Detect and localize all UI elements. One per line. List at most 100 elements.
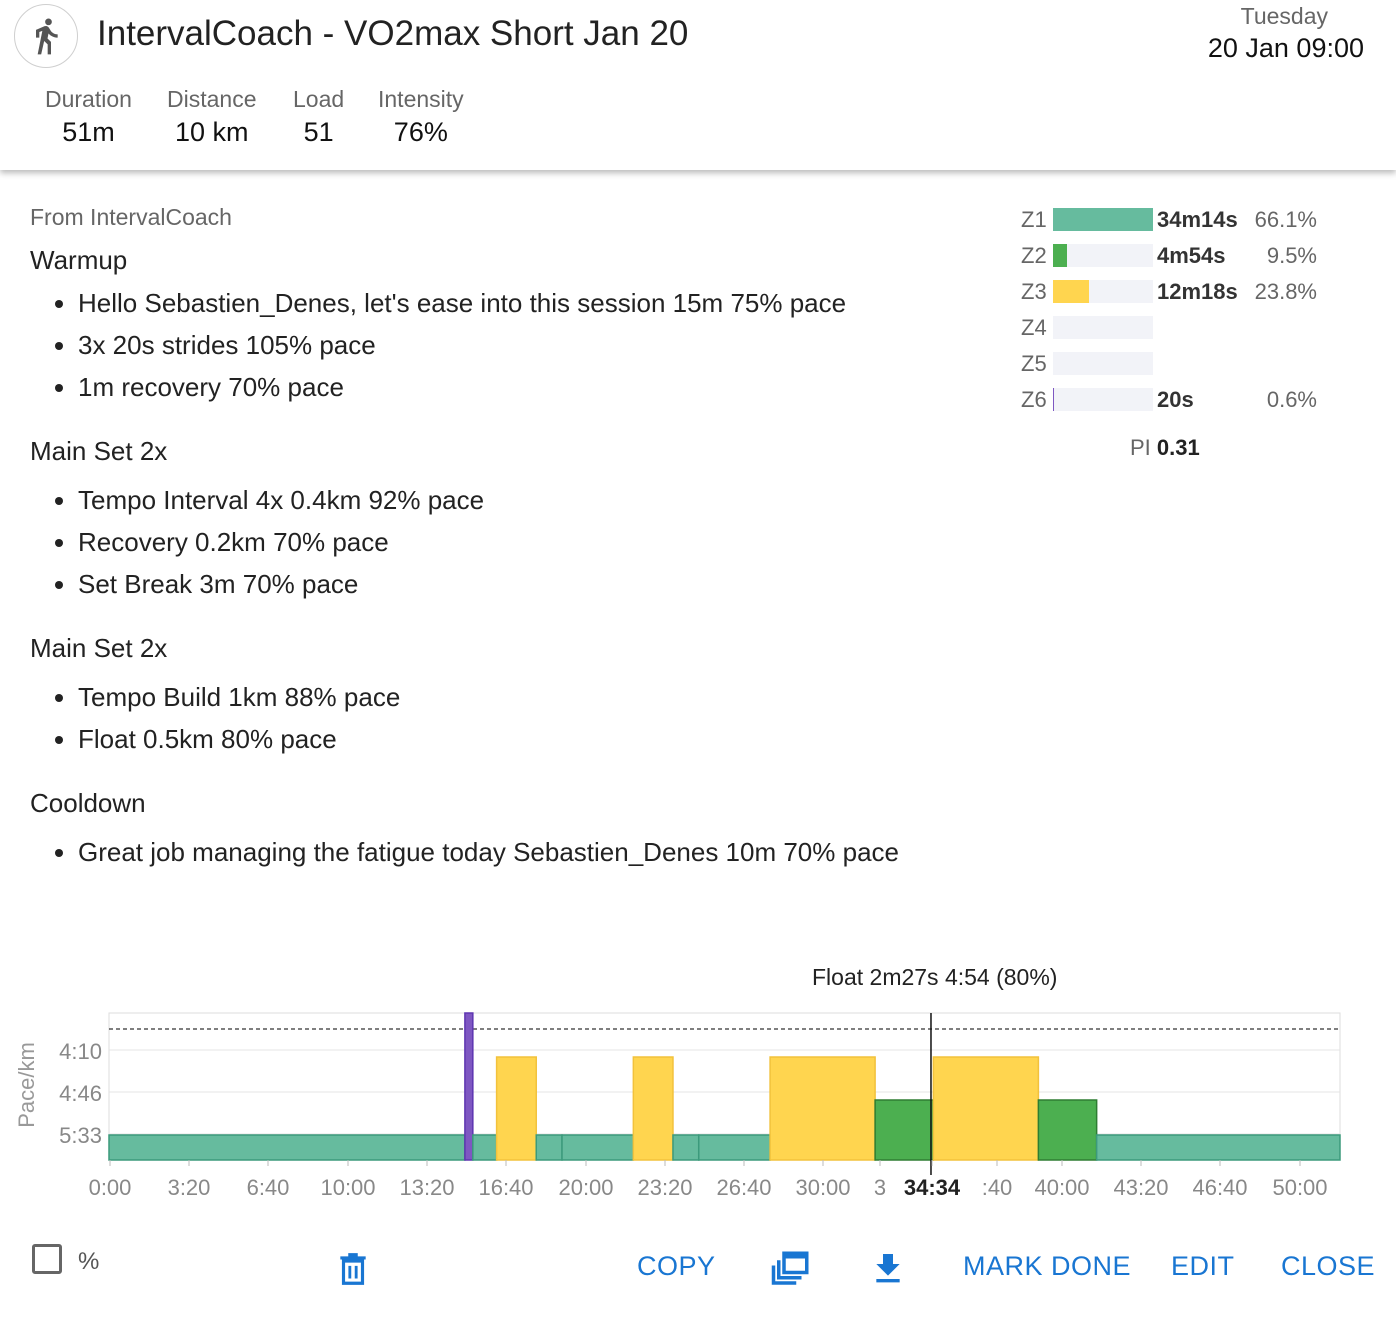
pi-value: 0.31 bbox=[1156, 435, 1200, 460]
workout-day: Tuesday bbox=[1240, 3, 1328, 29]
x-tick-label: 3:20 bbox=[168, 1175, 211, 1200]
step-list: Tempo Interval 4x 0.4km 92% pace Recover… bbox=[30, 479, 990, 605]
x-tick-label: 0:00 bbox=[89, 1175, 132, 1200]
workout-datetime: 20 Jan 09:00 bbox=[1207, 33, 1364, 63]
step-list: Great job managing the fatigue today Seb… bbox=[30, 831, 990, 873]
duplicate-button[interactable] bbox=[770, 1248, 812, 1295]
mark-done-button[interactable]: MARK DONE bbox=[963, 1251, 1132, 1281]
footer-actions: % COPY MARK DONE EDIT CLOSE bbox=[0, 1230, 1396, 1310]
step-item: Tempo Interval 4x 0.4km 92% pace bbox=[78, 479, 990, 521]
step-item: 3x 20s strides 105% pace bbox=[78, 324, 990, 366]
zone-label: Z5 bbox=[1021, 351, 1047, 376]
y-axis-label: Pace/km bbox=[14, 1042, 39, 1128]
x-tick-label: :40 bbox=[982, 1175, 1013, 1200]
x-tick-label: 10:00 bbox=[320, 1175, 375, 1200]
step-item: Recovery 0.2km 70% pace bbox=[78, 521, 990, 563]
percent-checkbox[interactable] bbox=[32, 1244, 62, 1274]
description-source: From IntervalCoach bbox=[30, 204, 232, 230]
workout-segment[interactable] bbox=[561, 1134, 635, 1161]
workout-segment[interactable] bbox=[535, 1134, 563, 1161]
edit-button[interactable]: EDIT bbox=[1171, 1251, 1235, 1281]
zone-percent: 66.1% bbox=[1254, 207, 1317, 232]
workout-segment[interactable] bbox=[672, 1134, 700, 1161]
workout-segment[interactable] bbox=[697, 1134, 771, 1161]
x-tick-label: 30:00 bbox=[795, 1175, 850, 1200]
zone-percent: 23.8% bbox=[1254, 279, 1317, 304]
step-item: Tempo Build 1km 88% pace bbox=[78, 676, 990, 718]
workout-header: IntervalCoach - VO2max Short Jan 20 Tues… bbox=[0, 0, 1396, 170]
stat-label: Duration bbox=[45, 86, 132, 112]
section-title: Main Set 2x bbox=[30, 633, 168, 663]
delete-button[interactable] bbox=[334, 1248, 372, 1295]
x-tick-label: 3 bbox=[874, 1175, 886, 1200]
zone-percent: 9.5% bbox=[1266, 243, 1317, 268]
x-tick-label: 23:20 bbox=[637, 1175, 692, 1200]
workout-segment[interactable] bbox=[495, 1056, 537, 1161]
x-tick-label: 40:00 bbox=[1034, 1175, 1089, 1200]
zone-label: Z4 bbox=[1021, 315, 1047, 340]
section-title: Main Set 2x bbox=[30, 436, 168, 466]
x-tick-label: 46:40 bbox=[1192, 1175, 1247, 1200]
workout-segment[interactable] bbox=[1037, 1099, 1098, 1161]
x-tick-label: 6:40 bbox=[247, 1175, 290, 1200]
zone-distribution: Z1 34m14s 66.1% Z2 4m54s 9.5% Z3 12m18s … bbox=[1015, 204, 1345, 420]
workout-segment[interactable] bbox=[1095, 1134, 1341, 1161]
step-item: Set Break 3m 70% pace bbox=[78, 563, 990, 605]
zone-time: 20s bbox=[1157, 387, 1194, 412]
stat-load: Load 51 bbox=[293, 86, 344, 148]
zone-label: Z6 bbox=[1021, 387, 1047, 412]
zone-bar-fill bbox=[1053, 280, 1089, 303]
workout-segment[interactable] bbox=[108, 1134, 466, 1161]
stat-value: 51m bbox=[62, 117, 115, 147]
y-axis: 4:10 4:46 5:33 bbox=[59, 1039, 102, 1148]
zone-bar bbox=[1053, 244, 1153, 267]
workout-segment[interactable] bbox=[874, 1099, 935, 1161]
chart-hover-label: Float 2m27s 4:54 (80%) bbox=[812, 964, 1058, 990]
x-tick-label: 43:20 bbox=[1113, 1175, 1168, 1200]
step-item: Float 0.5km 80% pace bbox=[78, 718, 990, 760]
x-tick-label: 50:00 bbox=[1272, 1175, 1327, 1200]
zone-label: Z3 bbox=[1021, 279, 1047, 304]
zone-bar bbox=[1053, 280, 1153, 303]
copy-button[interactable]: COPY bbox=[637, 1251, 716, 1281]
zone-label: Z2 bbox=[1021, 243, 1047, 268]
zone-bar bbox=[1053, 316, 1153, 339]
workout-segment[interactable] bbox=[932, 1056, 1040, 1161]
close-button[interactable]: CLOSE bbox=[1281, 1251, 1376, 1281]
percent-label: % bbox=[78, 1248, 100, 1275]
zone-row: Z1 34m14s 66.1% bbox=[1015, 204, 1345, 240]
download-button[interactable] bbox=[868, 1248, 908, 1295]
x-axis: 0:00 3:20 6:40 10:00 13:20 16:40 20:00 23:20 26:… bbox=[89, 1160, 1328, 1200]
zone-percent: 0.6% bbox=[1266, 387, 1317, 412]
zone-time: 4m54s bbox=[1157, 243, 1226, 268]
zone-row: Z4 bbox=[1015, 312, 1345, 348]
x-tick-label: 20:00 bbox=[558, 1175, 613, 1200]
y-tick-label: 4:46 bbox=[59, 1081, 102, 1106]
stat-value: 76% bbox=[393, 117, 448, 147]
running-icon bbox=[14, 4, 78, 68]
workout-segment[interactable] bbox=[632, 1056, 674, 1161]
workout-segment[interactable] bbox=[472, 1134, 498, 1161]
step-list: Tempo Build 1km 88% pace Float 0.5km 80%… bbox=[30, 676, 990, 760]
zone-bar bbox=[1053, 208, 1153, 231]
stat-label: Intensity bbox=[378, 86, 464, 112]
stat-value: 10 km bbox=[174, 117, 249, 147]
pi-label: PI bbox=[1130, 435, 1151, 460]
y-tick-label: 5:33 bbox=[59, 1123, 102, 1148]
workout-segment[interactable] bbox=[464, 1012, 474, 1161]
zone-row: Z3 12m18s 23.8% bbox=[1015, 276, 1345, 312]
stat-label: Distance bbox=[167, 86, 257, 112]
workout-description: From IntervalCoach Warmup Hello Sebastie… bbox=[30, 204, 990, 873]
y-tick-label: 4:10 bbox=[59, 1039, 102, 1064]
stat-distance: Distance 10 km bbox=[167, 86, 256, 148]
zone-bar bbox=[1053, 388, 1153, 411]
workout-title: IntervalCoach - VO2max Short Jan 20 bbox=[97, 14, 689, 53]
copy-multiple-icon bbox=[771, 1251, 809, 1285]
zone-row: Z6 20s 0.6% bbox=[1015, 384, 1345, 420]
zone-time: 12m18s bbox=[1157, 279, 1238, 304]
trash-icon bbox=[340, 1253, 366, 1285]
download-icon bbox=[876, 1254, 900, 1283]
workout-pace-chart[interactable]: 4:10 4:46 5:33 0:00 3:20 6:40 10:00 13:20 16:40… bbox=[0, 995, 1396, 1215]
workout-segment[interactable] bbox=[769, 1056, 876, 1161]
workout-segments[interactable] bbox=[108, 1012, 1341, 1161]
